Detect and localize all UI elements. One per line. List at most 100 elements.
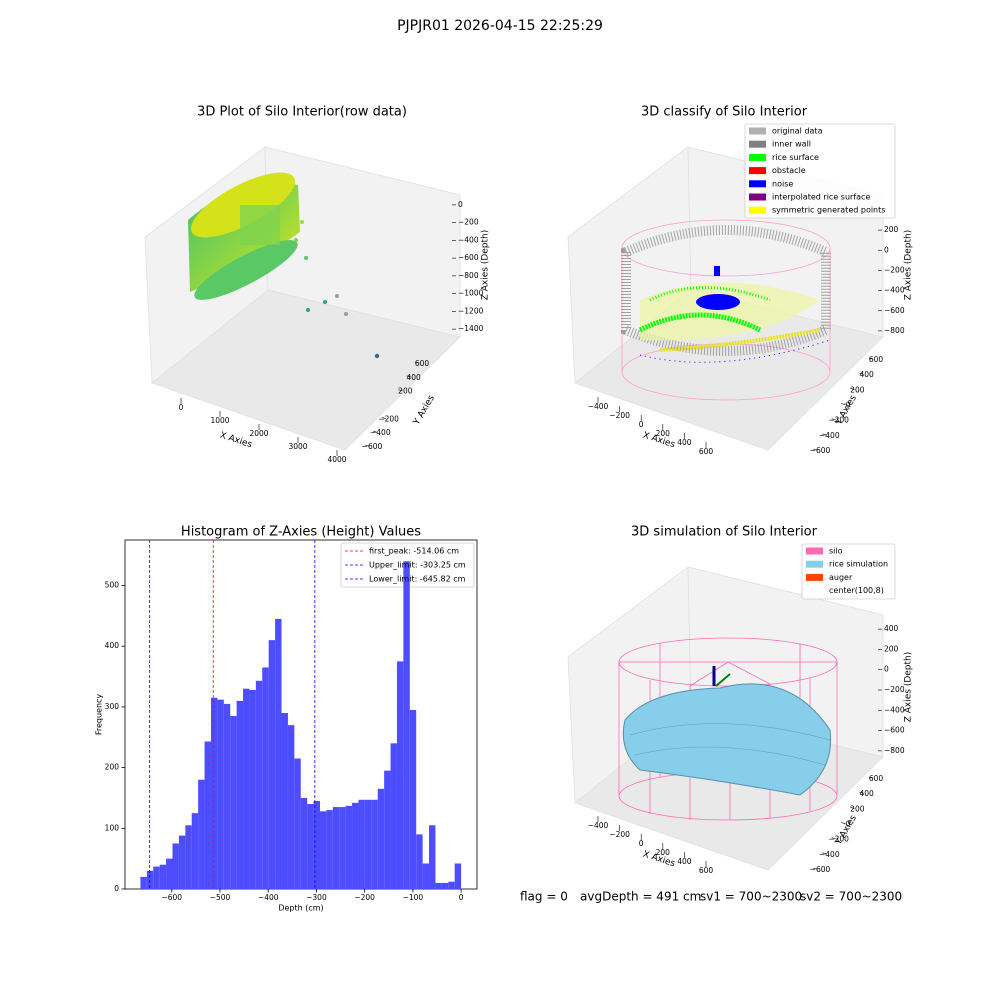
y-tick: [868, 357, 874, 360]
y-tick: [868, 776, 874, 779]
bar: [435, 882, 442, 889]
legend-label: first_peak: -514.06 cm: [369, 547, 459, 556]
z-tick-label: −600: [458, 253, 479, 262]
bar: [159, 864, 167, 889]
y-tick-label: 0: [846, 401, 851, 410]
z-tick-label: −1200: [458, 306, 484, 315]
bar: [166, 858, 173, 889]
y-tick: [812, 448, 818, 451]
bar: [140, 876, 147, 889]
y-tick: [381, 417, 386, 419]
y-tick-label: 400: [860, 789, 875, 798]
z-tick-label: −400: [884, 286, 905, 295]
bar: [364, 799, 372, 889]
y-tick: [850, 388, 855, 390]
footer-sv1: sv1 = 700~2300: [700, 890, 802, 904]
bar: [275, 618, 282, 889]
bar: [262, 667, 269, 889]
bar: [339, 807, 346, 889]
y-tick: [373, 430, 378, 433]
legend-swatch: [806, 587, 823, 595]
x-axis-label: Depth (cm): [278, 904, 323, 913]
bar: [307, 804, 314, 889]
y-tick-label: −200: [378, 414, 399, 423]
z-tick-label: −800: [884, 746, 905, 755]
x-tick-label: 4000: [327, 455, 346, 464]
bar: [172, 843, 179, 889]
y-tick: [831, 418, 836, 421]
x-tick-label: −200: [354, 893, 375, 902]
bar: [384, 770, 391, 889]
bar: [409, 709, 417, 889]
y-tick-label: 200: [105, 763, 120, 772]
bar: [422, 863, 430, 889]
bar: [204, 741, 211, 889]
z-tick-label: 200: [884, 225, 899, 234]
y-axis-label: Frequency: [95, 694, 104, 736]
bar: [191, 813, 199, 889]
legend-label: auger: [829, 573, 853, 582]
legend-label: noise: [772, 179, 793, 188]
bar: [294, 758, 301, 889]
legend-label: original data: [772, 127, 823, 136]
bar: [313, 800, 320, 889]
legend-4: [801, 543, 896, 600]
bar: [352, 802, 359, 889]
x-tick-label: 3000: [288, 442, 307, 451]
legend-swatch: [749, 153, 766, 161]
z-tick-label: −200: [884, 685, 905, 694]
y-tick-label: 400: [860, 370, 875, 379]
point-cloud-2: [621, 219, 831, 401]
chart-title: 3D classify of Silo Interior: [641, 105, 808, 120]
bar: [243, 688, 250, 889]
legend-label: Lower_limit: -645.82 cm: [369, 575, 466, 584]
y-tick-label: 600: [869, 774, 884, 783]
y-tick-label: −600: [362, 442, 383, 451]
bar: [377, 788, 385, 889]
legend-label: symmetric generated points: [772, 206, 885, 215]
bar: [345, 805, 353, 889]
x-tick-label: −100: [403, 893, 424, 902]
x-tick-label: 600: [699, 447, 714, 456]
z-tick-label: 400: [884, 624, 899, 633]
x-tick-label: 2000: [249, 429, 268, 438]
chart-title: 3D simulation of Silo Interior: [631, 525, 818, 540]
y-tick: [414, 361, 420, 364]
legend-swatch: [806, 547, 823, 555]
axis-label: Z Axies (Depth): [904, 652, 914, 723]
suptitle: PJPJR01 2026-04-15 22:25:29: [397, 18, 603, 34]
y-tick-label: 200: [850, 804, 865, 813]
x-tick-label: −600: [161, 893, 182, 902]
x-tick-label: 0: [459, 893, 464, 902]
legend-label: rice surface: [772, 153, 819, 162]
bar: [255, 680, 263, 889]
legend-label: center(100,8): [829, 586, 884, 595]
legend-label: rice simulation: [829, 560, 888, 569]
bar: [268, 640, 276, 889]
legend-swatch: [749, 180, 766, 188]
bar: [390, 743, 397, 889]
x-tick-label: −400: [258, 893, 279, 902]
legend-swatch: [749, 140, 766, 148]
bar: [454, 863, 462, 889]
z-tick-label: −800: [884, 326, 905, 335]
z-tick-label: 0: [458, 200, 463, 209]
z-tick-label: −200: [458, 218, 479, 227]
legend-label: silo: [829, 547, 843, 556]
y-tick-label: 200: [398, 387, 413, 396]
x-tick-label: 400: [677, 857, 692, 866]
x-tick-label: 600: [699, 866, 714, 875]
y-tick: [822, 433, 827, 436]
y-tick: [822, 852, 827, 855]
x-tick-label: −500: [210, 893, 231, 902]
bar: [371, 799, 378, 889]
y-tick-label: −600: [810, 446, 831, 455]
x-tick-label: 0: [179, 403, 184, 412]
legend-label: inner wall: [772, 140, 811, 149]
z-tick-label: −1400: [458, 324, 484, 333]
bar: [332, 807, 340, 889]
bar: [146, 870, 154, 889]
y-tick: [850, 807, 855, 809]
y-tick-label: −600: [810, 865, 831, 874]
